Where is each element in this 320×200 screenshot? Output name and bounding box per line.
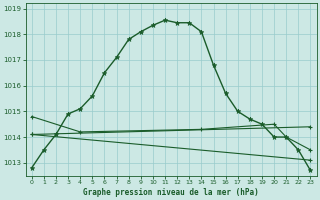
X-axis label: Graphe pression niveau de la mer (hPa): Graphe pression niveau de la mer (hPa) [83,188,259,197]
